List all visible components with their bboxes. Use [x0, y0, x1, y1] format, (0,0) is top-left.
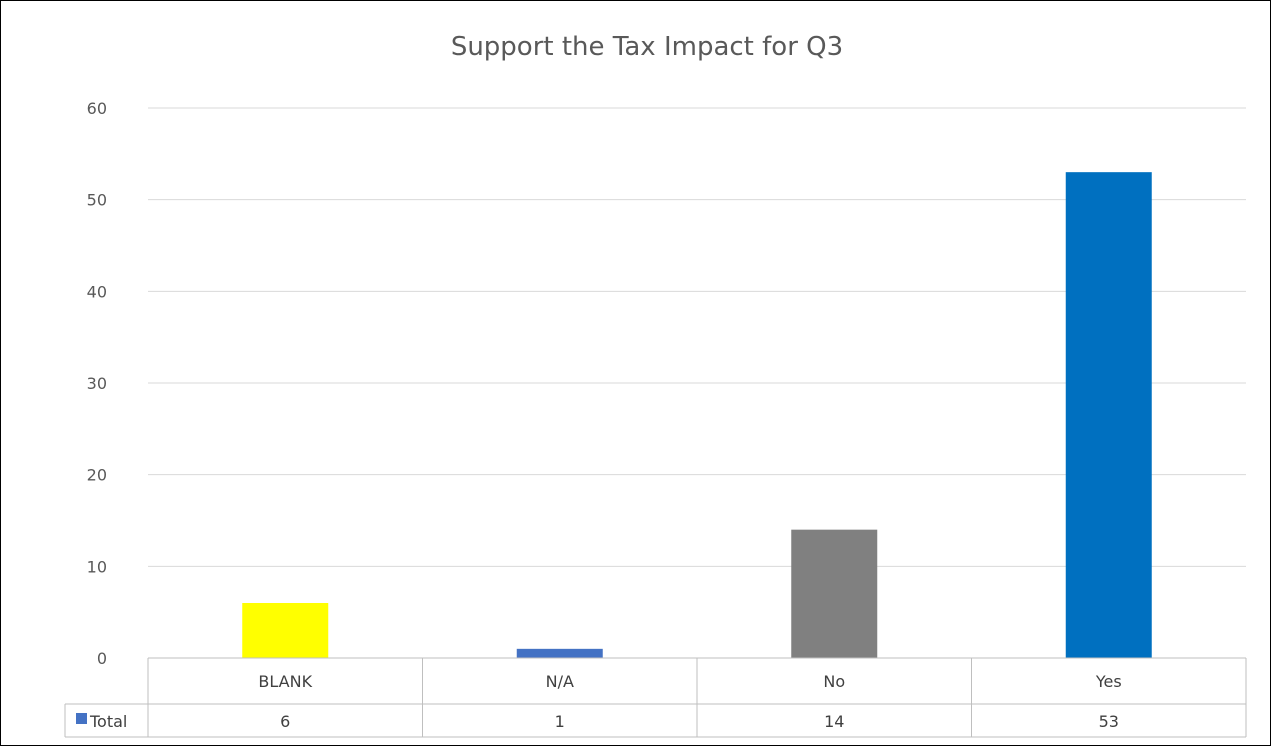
data-table-value: 1	[555, 712, 565, 731]
x-category-label: N/A	[546, 672, 574, 691]
data-table: BLANK 6 N/A 1 No 14 Yes 53 Total	[64, 657, 1247, 738]
y-tick-label: 30	[87, 374, 107, 393]
y-tick-label: 50	[87, 191, 107, 210]
x-category-label: No	[823, 672, 845, 691]
bar-yes	[1065, 172, 1152, 658]
data-table-value: 53	[1099, 712, 1119, 731]
bar-blank	[242, 603, 329, 658]
x-category-label: BLANK	[258, 672, 312, 691]
legend-key-swatch	[76, 713, 87, 724]
bars	[242, 172, 1152, 658]
gridlines	[148, 107, 1246, 567]
x-category-label: Yes	[1095, 672, 1122, 691]
y-axis-ticks: 0 10 20 30 40 50 60	[87, 99, 107, 668]
y-tick-label: 0	[97, 649, 107, 668]
y-tick-label: 10	[87, 557, 107, 576]
data-table-value: 14	[824, 712, 844, 731]
y-tick-label: 20	[87, 466, 107, 485]
bar-n-a	[516, 648, 603, 658]
legend-series-name: Total	[89, 712, 127, 731]
chart-title: Support the Tax Impact for Q3	[451, 32, 843, 62]
y-tick-label: 60	[87, 99, 107, 118]
y-tick-label: 40	[87, 282, 107, 301]
data-table-value: 6	[280, 712, 290, 731]
bar-no	[791, 529, 878, 658]
